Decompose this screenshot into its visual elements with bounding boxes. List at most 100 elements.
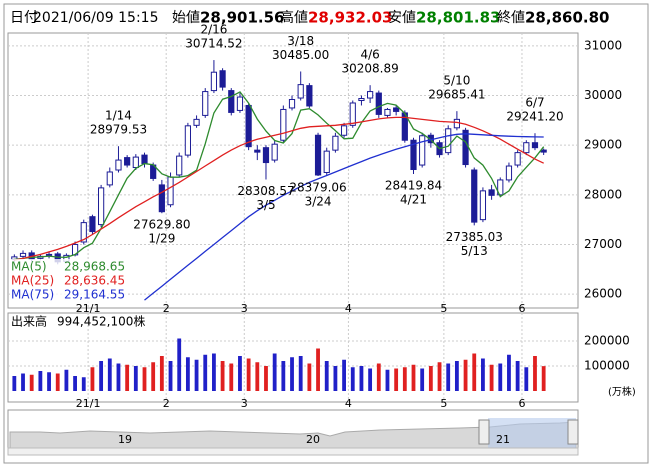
- candle-body: [479, 190, 487, 221]
- candle-body: [115, 159, 122, 171]
- candle-body: [488, 189, 495, 196]
- volume-bar: [168, 361, 173, 391]
- volume-bar: [463, 359, 468, 391]
- annotation-date: 3/5: [256, 198, 275, 212]
- volume-bar: [151, 362, 156, 391]
- volume-bar: [507, 354, 511, 391]
- candle-body: [349, 102, 356, 126]
- volume-bar: [185, 357, 190, 391]
- volume-bar: [212, 353, 216, 391]
- volume-bar: [333, 366, 338, 391]
- header-label: 始値: [172, 10, 200, 26]
- legend-name: MA(75): [11, 288, 54, 302]
- volume-bar: [272, 353, 277, 391]
- header-value: 28,932.03: [308, 9, 392, 27]
- candle-body: [323, 150, 330, 173]
- y-tick-label: 28000: [584, 187, 622, 201]
- candle-body: [288, 99, 296, 109]
- annotation-value: 29685.41: [428, 88, 485, 102]
- candle-body: [453, 118, 460, 129]
- candle-body: [80, 222, 87, 243]
- candle-body: [505, 165, 513, 181]
- annotation-date: 3/18: [287, 34, 314, 48]
- volume-bar: [81, 377, 86, 391]
- x-tick-label: 3: [241, 302, 248, 315]
- navigator-handle-left[interactable]: [478, 419, 490, 445]
- volume-bar: [428, 366, 433, 391]
- navigator-scrollbar[interactable]: [7, 447, 579, 456]
- candle-body: [158, 184, 165, 213]
- volume-bar: [515, 361, 520, 391]
- volume-bar: [229, 363, 234, 391]
- navigator-selection[interactable]: [488, 418, 576, 448]
- volume-bar: [116, 363, 121, 391]
- volume-bar: [411, 364, 416, 391]
- x-tick-label: 6: [518, 302, 525, 315]
- candle-body: [19, 252, 27, 257]
- annotation-date: 1/14: [105, 109, 132, 123]
- annotation-value: 28379.06: [289, 181, 346, 195]
- candle-body: [280, 108, 287, 141]
- volume-bar: [264, 366, 268, 391]
- volume-bar: [454, 361, 459, 391]
- volume-bar: [307, 363, 312, 391]
- candle-body: [254, 149, 261, 153]
- navigator-label: 19: [118, 433, 132, 446]
- navigator-label: 20: [306, 433, 320, 446]
- annotation-date: 6/7: [525, 96, 544, 110]
- legend-value: 28,968.65: [64, 260, 125, 274]
- x-tick-label: 21/1: [76, 397, 101, 410]
- candle-body: [514, 152, 521, 166]
- volume-bar: [246, 358, 251, 391]
- y-tick-label: 100000: [584, 359, 630, 373]
- volume-bar: [394, 368, 399, 391]
- annotation-date: 4/6: [360, 48, 379, 62]
- annotation-value: 30714.52: [185, 37, 242, 51]
- candle-body: [410, 139, 417, 171]
- volume-title: 出来高: [11, 314, 47, 329]
- y-tick-label: 29000: [584, 138, 622, 152]
- ma-line: [14, 91, 545, 261]
- volume-bar: [359, 366, 364, 391]
- candle-body: [228, 90, 235, 113]
- candle-body: [167, 176, 174, 206]
- volume-total: 994,452,100株: [57, 314, 145, 329]
- annotation-value: 28308.57: [237, 184, 294, 198]
- volume-bar: [107, 358, 112, 391]
- y-tick-label: 27000: [584, 237, 622, 251]
- volume-bar: [385, 369, 390, 391]
- candle-body: [124, 157, 131, 166]
- candle-body: [531, 142, 539, 149]
- y-tick-label: 26000: [584, 287, 622, 301]
- volume-bar: [368, 368, 373, 391]
- x-tick-label: 2: [163, 397, 170, 410]
- navigator-handle-right[interactable]: [567, 419, 579, 445]
- candle-body: [384, 108, 391, 116]
- candle-body: [106, 171, 113, 186]
- volume-bar: [38, 371, 43, 391]
- y-tick-label: 31000: [584, 38, 622, 52]
- legend-value: 28,636.45: [64, 274, 125, 288]
- candle-body: [98, 187, 105, 226]
- legend-value: 29,164.55: [64, 288, 125, 302]
- volume-bar: [125, 364, 130, 391]
- annotation-date: 5/13: [461, 244, 488, 258]
- volume-bar: [472, 353, 477, 391]
- volume-bar: [90, 367, 95, 391]
- volume-bar: [55, 373, 60, 391]
- volume-bar: [481, 358, 485, 391]
- annotation-value: 27629.80: [133, 218, 190, 232]
- candle-body: [332, 135, 339, 151]
- x-tick-label: 4: [345, 302, 352, 315]
- header-label: 終値: [497, 10, 525, 26]
- candle-body: [445, 128, 452, 154]
- volume-bar: [402, 367, 407, 391]
- volume-bar: [316, 348, 320, 391]
- x-tick-label: 6: [518, 397, 525, 410]
- candle-body: [306, 85, 313, 107]
- candle-body: [523, 142, 530, 154]
- x-tick-label: 21/1: [76, 302, 101, 315]
- annotation-date: 3/24: [305, 195, 332, 209]
- legend-name: MA(25): [11, 274, 54, 288]
